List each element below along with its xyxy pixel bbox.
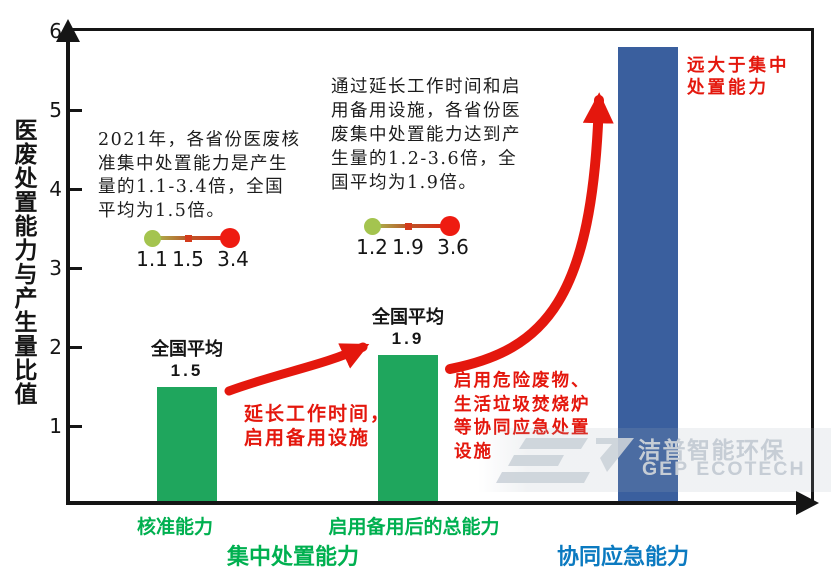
watermark: 洁普智能环保 GEP ECOTECH (490, 430, 820, 490)
range-avg-label: 1.9 (392, 235, 424, 259)
plot-frame (66, 28, 814, 505)
y-tick-label: 3 (49, 256, 62, 280)
watermark-en-text: GEP ECOTECH (642, 458, 806, 480)
y-axis-title: 医废处置能力与产生量比值 (10, 118, 37, 406)
range-min-label: 1.2 (356, 235, 388, 259)
national-average-label: 全国平均 (372, 306, 444, 327)
y-tick-label: 1 (49, 414, 62, 438)
range-max-dot (440, 216, 460, 236)
bar-2 (378, 354, 438, 501)
y-tick-label: 5 (49, 98, 62, 122)
far-exceed-annotation: 远大于集中 处置能力 (687, 56, 790, 98)
range-avg-marker (184, 234, 192, 242)
bar-value-label: 1.5 (170, 360, 204, 380)
arrow2-annotation: 启用危险废物、 生活垃圾焚烧炉 等协同应急处置 设施 (454, 371, 591, 462)
group-label-2: 协同应急能力 (556, 544, 689, 569)
range-avg-label: 1.5 (172, 247, 204, 271)
category-label-1: 核准能力 (136, 517, 213, 538)
bar-3 (618, 46, 678, 501)
note-extended-capacity: 通过延长工作时间和启 用备用设施，各省份医 废集中处置能力达到产 生量的1.2-… (331, 77, 521, 193)
y-tick-mark (70, 345, 82, 349)
range-max-dot (220, 228, 240, 248)
arrow1-annotation: 延长工作时间， 启用备用设施 (244, 403, 392, 449)
range-min-label: 1.1 (136, 247, 168, 271)
range-avg-marker (404, 222, 412, 230)
range-min-dot (143, 229, 161, 247)
y-tick-label: 2 (49, 335, 62, 359)
category-label-2: 启用备用后的总能力 (328, 517, 500, 538)
y-tick-mark (70, 108, 82, 112)
watermark-cn-text: 洁普智能环保 (638, 437, 785, 463)
range-max-label: 3.4 (217, 247, 249, 271)
y-axis-arrow-icon (56, 19, 80, 42)
x-axis-arrow-icon (796, 491, 819, 515)
y-tick-mark (70, 424, 82, 428)
bar-value-label: 1.9 (391, 328, 425, 348)
y-tick-label: 4 (49, 177, 62, 201)
group-label-1: 集中处置能力 (226, 544, 359, 569)
bar-1 (157, 386, 217, 501)
bar-top-label: 全国平均 1.5 (127, 338, 247, 382)
y-tick-mark (70, 187, 82, 191)
gep-logo-icon (496, 438, 634, 483)
note-approved-capacity: 2021年，各省份医废核 准集中处置能力是产生 量的1.1-3.4倍，全国 平均… (98, 130, 301, 221)
y-tick-label: 6 (49, 19, 62, 43)
y-tick-mark (70, 266, 82, 270)
range-min-dot (363, 217, 381, 235)
national-average-label: 全国平均 (151, 338, 223, 359)
bar-top-label: 全国平均 1.9 (348, 306, 468, 350)
range-max-label: 3.6 (437, 235, 469, 259)
